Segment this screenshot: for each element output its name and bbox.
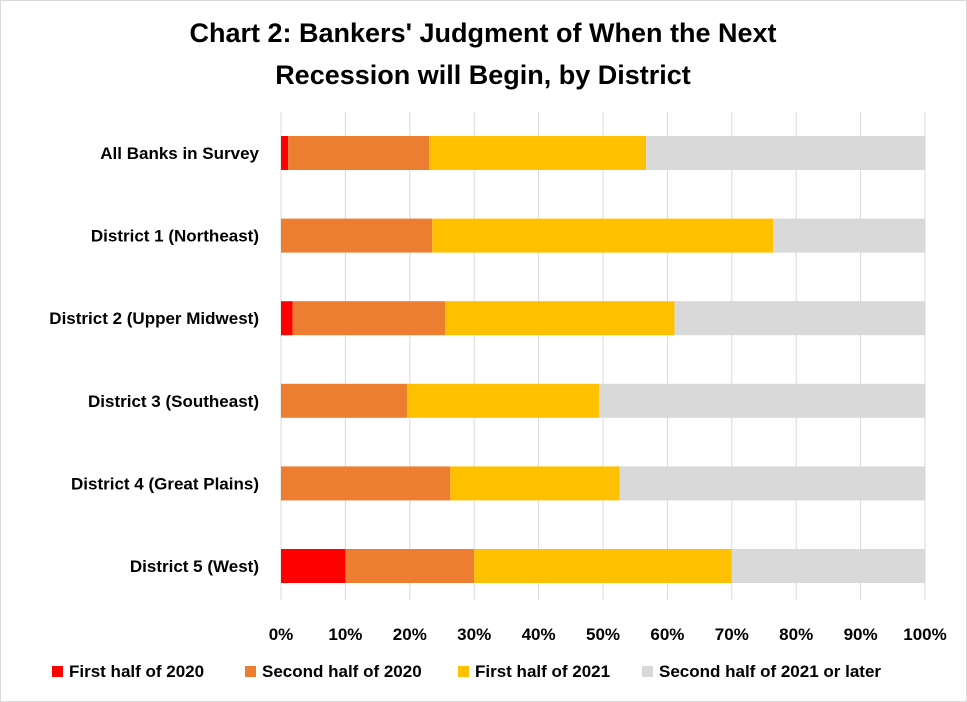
x-tick-label: 30% [457,625,491,644]
chart-title-line-1: Chart 2: Bankers' Judgment of When the N… [190,18,777,48]
x-tick-label: 100% [903,625,946,644]
bar-segment [345,549,475,583]
bar-segment [281,466,451,501]
bar-segment [731,549,925,583]
legend-label: Second half of 2021 or later [659,662,881,681]
bar-segment [429,136,647,170]
bar-row [281,301,925,336]
bar-segment [674,301,925,336]
x-tick-label: 90% [844,625,878,644]
bar-segment [288,136,430,170]
bar-row [281,466,925,501]
legend-item: Second half of 2021 or later [642,662,881,681]
legend-item: First half of 2020 [52,662,204,681]
x-tick-label: 20% [393,625,427,644]
x-tick-label: 50% [586,625,620,644]
legend-swatch [245,666,256,677]
legend-label: First half of 2020 [69,662,204,681]
legend-swatch [458,666,469,677]
legend-item: Second half of 2020 [245,662,422,681]
bar-segment [432,218,774,253]
legend-swatch [52,666,63,677]
bar-segment [281,301,293,336]
bar-segment [445,301,675,336]
category-label: District 2 (Upper Midwest) [49,309,259,328]
chart-title-line-2: Recession will Begin, by District [275,60,691,90]
bar-segment [281,549,346,583]
category-label: District 5 (West) [130,557,259,576]
legend-item: First half of 2021 [458,662,610,681]
bar-row [281,383,925,418]
x-tick-label: 0% [269,625,294,644]
category-labels: All Banks in Survey District 1 (Northeast… [49,144,259,576]
category-label: District 3 (Southeast) [88,392,259,411]
legend-swatch [642,666,653,677]
x-tick-label: 60% [650,625,684,644]
bar-row [281,218,925,253]
legend-label: Second half of 2020 [262,662,422,681]
legend-label: First half of 2021 [475,662,610,681]
x-tick-label: 40% [522,625,556,644]
gridlines [280,112,926,600]
bar-segment [773,218,925,253]
category-label: District 4 (Great Plains) [71,474,259,493]
bar-segment [474,549,732,583]
bar-segment [281,218,433,253]
x-tick-label: 70% [715,625,749,644]
bar-row [281,136,925,170]
x-axis-tick-labels: 0% 10% 20% 30% 40% 50% 60% 70% 80% 90% 100% [269,625,947,644]
bar-segment [599,383,925,418]
x-tick-label: 80% [779,625,813,644]
legend: First half of 2020 Second half of 2020 Fir… [52,662,881,681]
bar-segment [281,136,289,170]
category-label: All Banks in Survey [100,144,259,163]
bar-segment [619,466,925,501]
bar-segment [281,383,408,418]
bar-segment [292,301,446,336]
bar-row [281,549,925,583]
bar-segment [450,466,620,501]
chart-title: Chart 2: Bankers' Judgment of When the N… [190,18,777,90]
bars [281,136,925,583]
bar-segment [646,136,925,170]
bar-segment [407,383,600,418]
category-label: District 1 (Northeast) [91,227,259,246]
x-tick-label: 10% [328,625,362,644]
